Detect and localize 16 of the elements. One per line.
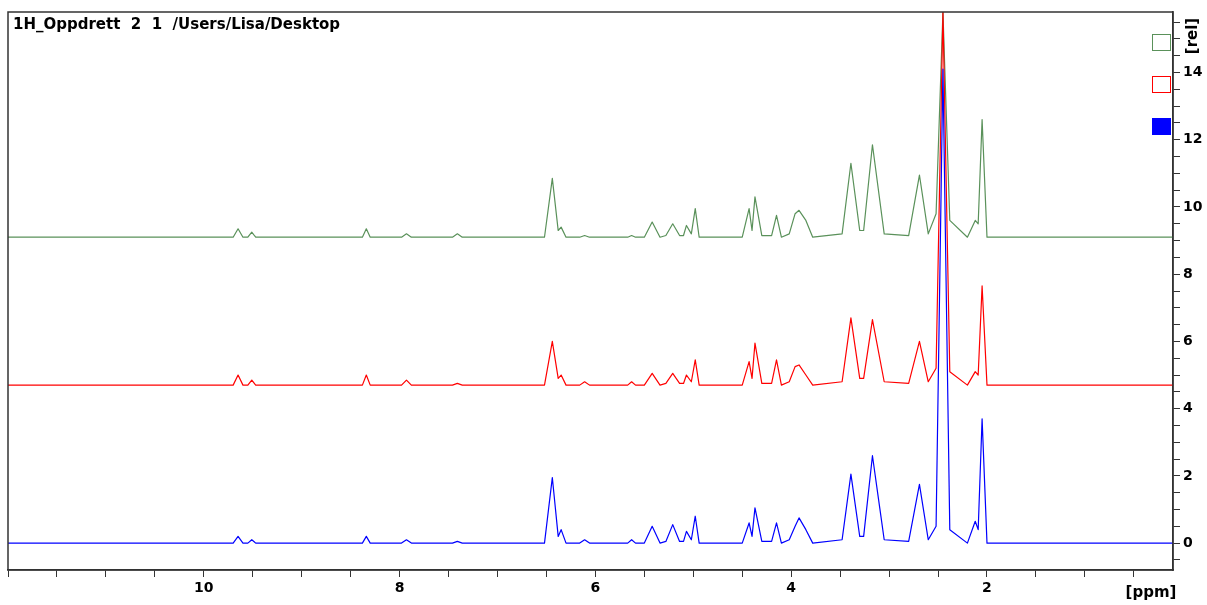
chart-title: 1H_Oppdrett 2 1 /Users/Lisa/Desktop (13, 15, 341, 34)
y-axis-title: [rel] (1182, 17, 1201, 55)
y-tick-label: 2 (1183, 466, 1193, 483)
x-axis-title: [ppm] (1125, 583, 1177, 602)
y-tick-label: 8 (1183, 264, 1193, 281)
x-tick-label: 10 (194, 579, 214, 596)
y-tick-label: 12 (1183, 130, 1203, 147)
y-tick-label: 10 (1183, 197, 1203, 214)
x-tick-label: 4 (786, 579, 797, 596)
x-tick-label: 8 (394, 579, 405, 596)
y-tick-label: 0 (1183, 533, 1193, 550)
x-tick-label: 2 (982, 579, 992, 596)
y-tick-label: 14 (1183, 63, 1203, 80)
x-tick-label: 6 (590, 579, 601, 596)
y-tick-label: 4 (1183, 399, 1193, 416)
y-tick-label: 6 (1183, 332, 1193, 349)
